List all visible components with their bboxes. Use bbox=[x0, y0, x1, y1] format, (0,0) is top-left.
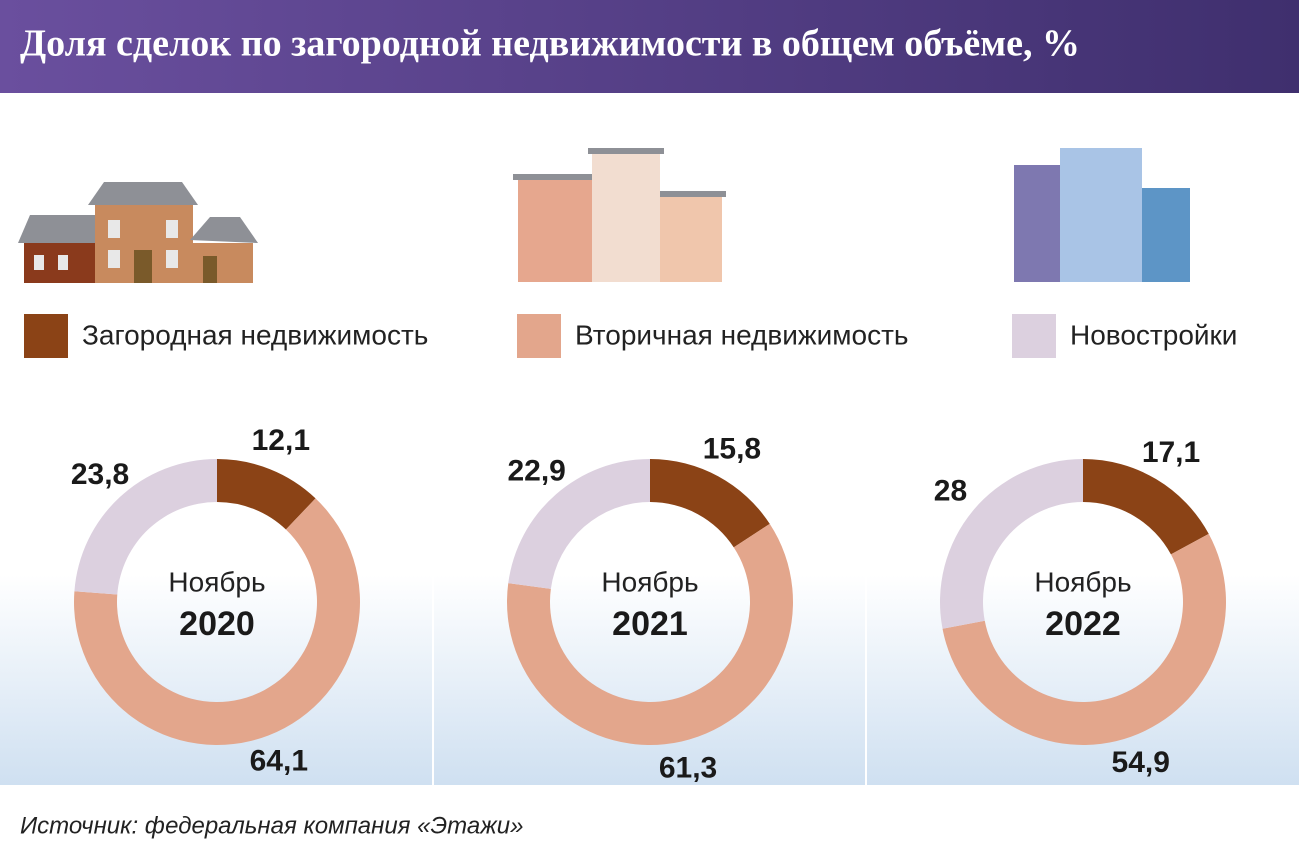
new-building-icon bbox=[1014, 148, 1190, 282]
center-year: 2021 bbox=[612, 605, 688, 643]
apartment-icon bbox=[513, 148, 726, 282]
center-label: Ноябрь bbox=[1034, 566, 1131, 597]
panel-bg bbox=[434, 575, 865, 785]
panel-bg bbox=[0, 575, 432, 785]
donut-segment bbox=[506, 523, 794, 746]
value-label: 64,1 bbox=[250, 744, 308, 777]
legend-label: Вторичная недвижимость bbox=[575, 319, 908, 350]
value-label: 61,3 bbox=[659, 752, 717, 785]
legend-label: Загородная недвижимость bbox=[82, 319, 428, 350]
center-year: 2022 bbox=[1045, 605, 1121, 643]
legend-swatch bbox=[1012, 314, 1056, 358]
donut-segment bbox=[942, 533, 1226, 745]
center-year: 2020 bbox=[179, 605, 255, 643]
center-label: Ноябрь bbox=[601, 566, 698, 597]
value-label: 54,9 bbox=[1112, 746, 1170, 779]
legend-label: Новостройки bbox=[1070, 319, 1237, 350]
house-icon bbox=[18, 182, 258, 283]
value-label: 22,9 bbox=[507, 455, 565, 488]
donut-segment bbox=[217, 459, 316, 530]
donut-segment bbox=[73, 498, 361, 746]
page-title: Доля сделок по загородной недвижимости в… bbox=[20, 23, 1080, 65]
source-note: Источник: федеральная компания «Этажи» bbox=[20, 812, 523, 839]
value-label: 28 bbox=[934, 474, 967, 507]
value-label: 23,8 bbox=[71, 458, 129, 491]
value-label: 17,1 bbox=[1142, 436, 1200, 469]
donut-segment bbox=[940, 459, 1083, 629]
donut-segment bbox=[1083, 459, 1209, 555]
donut-segment bbox=[650, 459, 770, 548]
header-band bbox=[0, 0, 1299, 93]
center-label: Ноябрь bbox=[168, 566, 265, 597]
legend-swatch bbox=[517, 314, 561, 358]
value-label: 12,1 bbox=[252, 424, 310, 457]
legend-swatch bbox=[24, 314, 68, 358]
value-label: 15,8 bbox=[703, 433, 761, 466]
donut-segment bbox=[74, 459, 217, 595]
panel-bg bbox=[867, 575, 1299, 785]
donut-segment bbox=[508, 459, 650, 589]
